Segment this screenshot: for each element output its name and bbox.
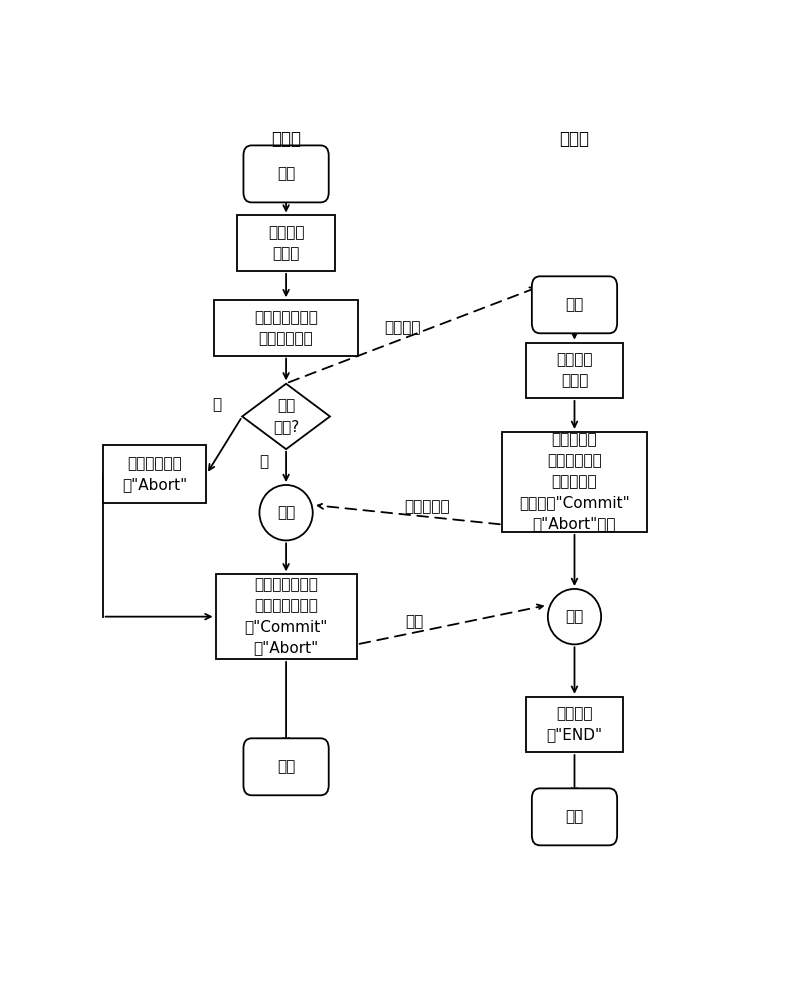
FancyBboxPatch shape xyxy=(244,145,328,202)
Text: 开始: 开始 xyxy=(277,166,295,181)
Text: 根据参与者的投
票结果在日志里
写"Commit"
或"Abort": 根据参与者的投 票结果在日志里 写"Commit" 或"Abort" xyxy=(244,578,328,656)
Text: 是: 是 xyxy=(260,454,269,469)
Ellipse shape xyxy=(548,589,601,644)
Text: 开始: 开始 xyxy=(565,297,583,312)
Text: 操作请求: 操作请求 xyxy=(383,320,421,335)
FancyBboxPatch shape xyxy=(103,445,206,503)
Text: 直接在日志里
写"Abort": 直接在日志里 写"Abort" xyxy=(122,456,187,492)
FancyBboxPatch shape xyxy=(526,697,623,752)
Text: 根据子操作
结果决定提交
或撤销并在
日志里写"Commit"
或"Abort"记录: 根据子操作 结果决定提交 或撤销并在 日志里写"Commit" 或"Abort"… xyxy=(519,432,630,531)
Text: 提交或撤销: 提交或撤销 xyxy=(404,499,450,514)
Text: 投赞
成票?: 投赞 成票? xyxy=(273,398,299,434)
FancyBboxPatch shape xyxy=(532,276,617,333)
Text: 确认: 确认 xyxy=(405,615,424,630)
FancyBboxPatch shape xyxy=(502,432,646,532)
Text: 在日志里
写"END": 在日志里 写"END" xyxy=(546,706,603,742)
Polygon shape xyxy=(242,384,330,449)
Text: 结束: 结束 xyxy=(565,809,583,824)
Text: 否: 否 xyxy=(213,397,222,412)
Ellipse shape xyxy=(260,485,313,540)
FancyBboxPatch shape xyxy=(526,343,623,398)
Text: 等待: 等待 xyxy=(565,609,583,624)
FancyBboxPatch shape xyxy=(215,574,357,659)
FancyBboxPatch shape xyxy=(238,215,335,271)
Text: 协调者: 协调者 xyxy=(271,130,301,148)
FancyBboxPatch shape xyxy=(214,300,358,356)
FancyBboxPatch shape xyxy=(532,788,617,845)
Text: 根据子操作结果
决定投票结果: 根据子操作结果 决定投票结果 xyxy=(254,310,318,346)
Text: 完成第二
子操作: 完成第二 子操作 xyxy=(557,352,593,388)
Text: 完成第一
子操作: 完成第一 子操作 xyxy=(268,225,304,261)
Text: 结束: 结束 xyxy=(277,759,295,774)
Text: 参与者: 参与者 xyxy=(560,130,590,148)
FancyBboxPatch shape xyxy=(244,738,328,795)
Text: 等待: 等待 xyxy=(277,505,295,520)
